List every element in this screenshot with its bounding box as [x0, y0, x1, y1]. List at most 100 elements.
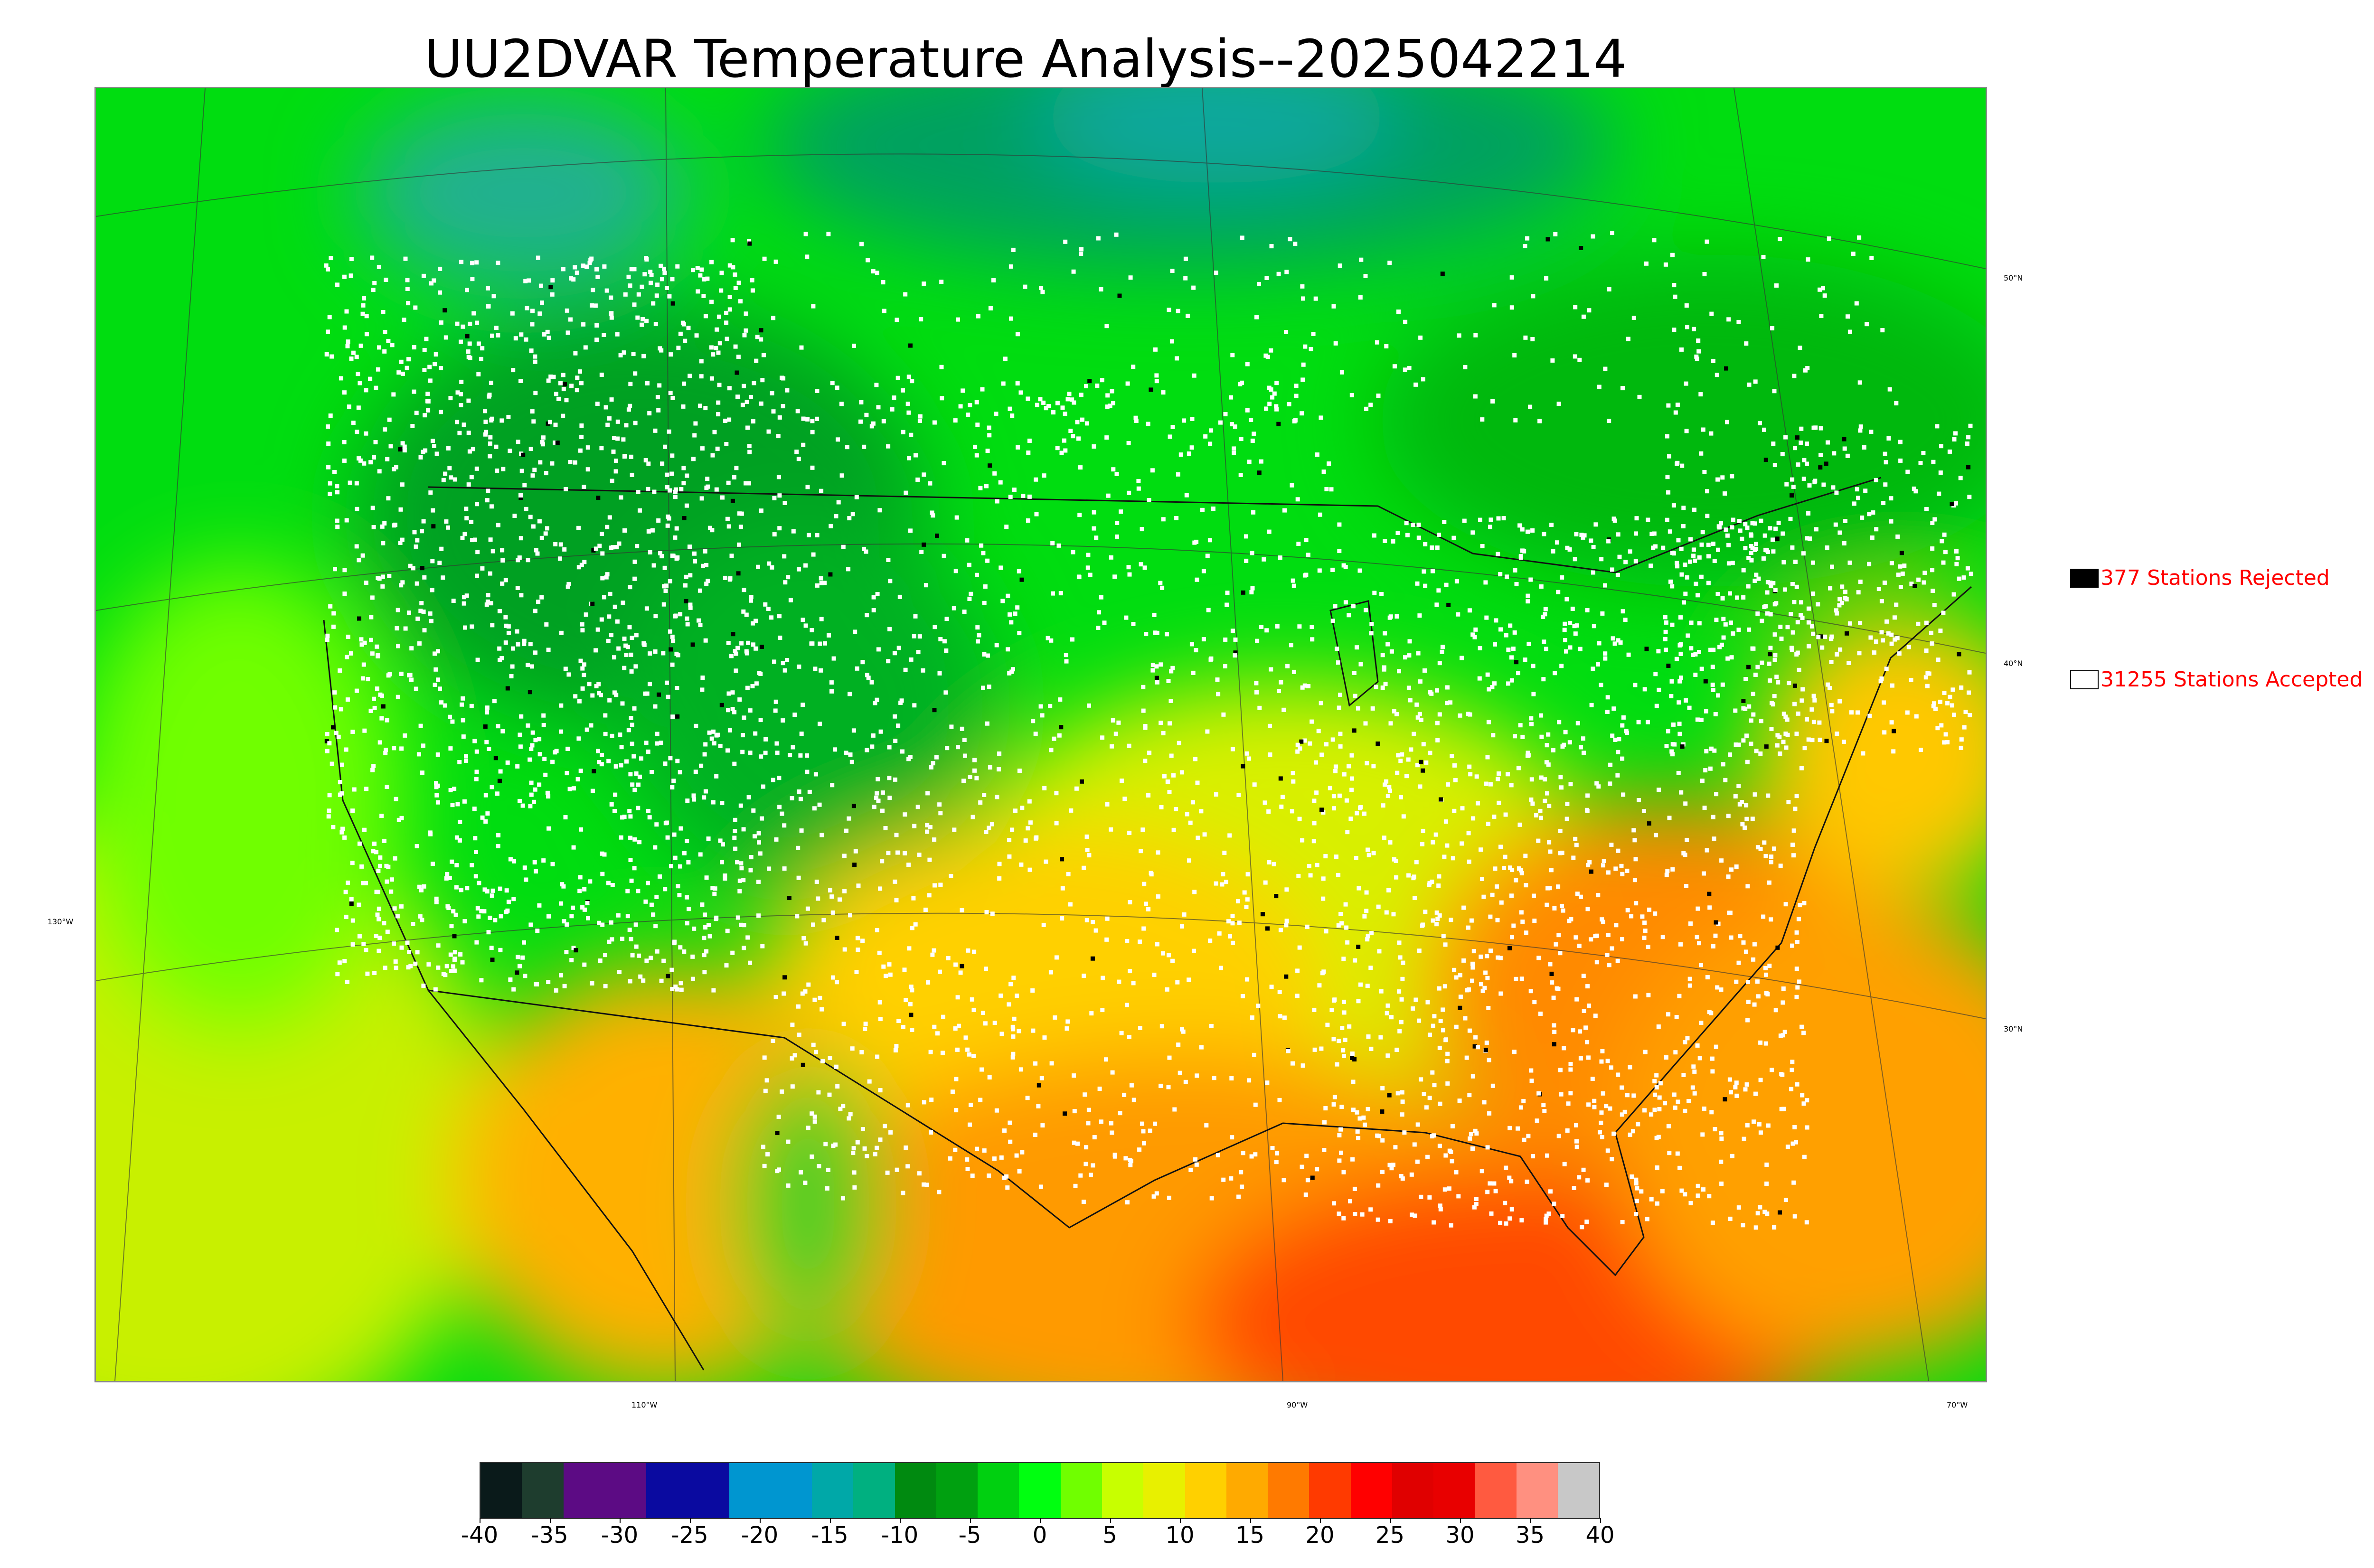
station-marker [616, 646, 621, 651]
station-marker [1967, 690, 1971, 695]
colorbar [480, 1462, 1600, 1519]
station-marker [464, 516, 469, 521]
station-marker [1492, 681, 1497, 686]
station-marker [1496, 516, 1501, 521]
station-marker [984, 484, 989, 488]
station-marker [337, 960, 342, 965]
station-marker [446, 525, 450, 530]
station-marker [1461, 905, 1466, 910]
station-marker [585, 445, 590, 450]
station-marker [1532, 893, 1536, 898]
station-marker [1308, 741, 1312, 746]
station-marker [1529, 722, 1534, 726]
station-marker [360, 676, 365, 681]
station-marker [614, 545, 619, 550]
station-marker [640, 322, 644, 327]
station-marker [1963, 710, 1968, 714]
station-marker [1280, 795, 1285, 799]
station-marker [1781, 986, 1786, 991]
station-marker [1572, 624, 1577, 629]
station-marker [848, 752, 853, 757]
lon-label-70w: 70°W [1947, 1400, 1968, 1409]
station-marker [368, 376, 373, 381]
station-marker [744, 328, 748, 333]
station-marker [1801, 551, 1806, 556]
station-marker [1746, 999, 1751, 1004]
station-marker [566, 672, 571, 677]
station-marker [1013, 808, 1017, 813]
station-marker [1604, 1104, 1609, 1108]
colorbar-tick-label: 40 [1585, 1522, 1615, 1549]
station-marker [1677, 722, 1682, 726]
station-marker [624, 423, 629, 428]
station-marker [876, 777, 880, 781]
station-marker [1574, 1139, 1579, 1144]
station-marker [614, 693, 619, 697]
station-marker [448, 952, 453, 957]
station-marker [649, 281, 653, 285]
lon-label-130w: 130°W [47, 917, 74, 926]
station-marker [772, 659, 776, 664]
station-marker [571, 845, 576, 850]
station-marker [1052, 736, 1056, 741]
station-marker [1509, 1207, 1514, 1211]
station-marker [1479, 982, 1483, 986]
station-marker [1745, 980, 1750, 984]
station-marker [1676, 770, 1681, 775]
station-marker [1512, 1050, 1517, 1054]
station-marker [655, 732, 659, 736]
station-marker [505, 686, 510, 691]
station-marker [1131, 981, 1136, 986]
station-marker [1222, 850, 1227, 855]
station-marker [703, 912, 707, 917]
station-marker [1713, 1127, 1717, 1132]
station-marker [1794, 995, 1799, 999]
station-marker [865, 613, 869, 618]
station-marker [663, 887, 668, 892]
station-marker [418, 455, 423, 460]
station-marker [1677, 994, 1682, 998]
station-marker [1584, 1220, 1589, 1224]
station-marker [1629, 914, 1634, 919]
station-marker [796, 457, 801, 461]
station-marker [1387, 615, 1392, 620]
station-marker [1902, 563, 1907, 568]
station-marker [1800, 1093, 1805, 1098]
station-marker [487, 747, 491, 751]
station-marker [919, 550, 924, 554]
station-marker [1744, 341, 1749, 346]
station-marker [1467, 859, 1471, 864]
station-marker [1420, 842, 1425, 846]
station-marker [1226, 919, 1231, 924]
station-marker [714, 346, 718, 350]
station-marker [858, 419, 863, 424]
station-marker [396, 370, 401, 375]
station-marker [1342, 1010, 1347, 1015]
station-marker [1240, 1184, 1244, 1189]
station-marker [1601, 863, 1605, 868]
station-marker [1579, 745, 1583, 750]
station-marker [747, 450, 752, 454]
station-marker [1805, 1098, 1809, 1103]
station-marker [1365, 937, 1370, 942]
station-marker [1071, 434, 1075, 439]
station-marker [1194, 1162, 1199, 1167]
station-marker [452, 477, 457, 482]
station-marker [1282, 1015, 1287, 1020]
station-marker [594, 684, 599, 688]
station-marker [1091, 920, 1095, 924]
station-marker [1793, 807, 1798, 811]
station-marker [546, 826, 551, 831]
station-marker [1421, 828, 1425, 833]
station-marker [1050, 541, 1055, 545]
station-marker [1182, 418, 1187, 423]
station-marker [1890, 683, 1894, 688]
station-marker [1458, 973, 1462, 977]
station-marker [1753, 672, 1758, 677]
station-marker [1696, 1183, 1700, 1188]
station-marker [1783, 435, 1788, 440]
station-marker [1758, 1040, 1763, 1045]
station-marker [655, 282, 660, 287]
station-marker [953, 418, 958, 423]
station-marker [1379, 989, 1384, 994]
